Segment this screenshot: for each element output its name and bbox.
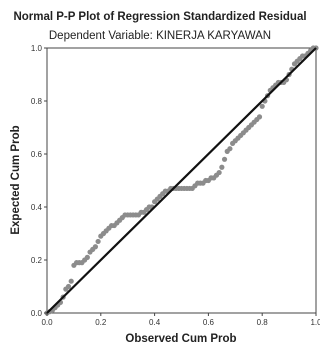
plot-frame [46, 47, 317, 314]
data-point [219, 164, 225, 170]
chart-subtitle: Dependent Variable: KINERJA KARYAWAN [48, 30, 272, 42]
data-point [259, 103, 265, 109]
data-point [256, 114, 263, 120]
data-point [227, 146, 233, 152]
data-point [216, 169, 222, 176]
data-point [84, 254, 90, 260]
ticks-layer: 0.0 0.2 0.4 0.6 0.8 1.0 0.0 0.2 0.4 0.6 0.8 1.0 [31, 44, 320, 327]
data-point [92, 244, 99, 250]
y-tick-label: 0.6 [31, 150, 43, 159]
y-tick-label: 0.4 [31, 203, 43, 212]
data-point [65, 283, 72, 290]
y-tick-label: 0.8 [31, 97, 43, 106]
data-point [68, 278, 74, 284]
points-layer [44, 45, 319, 316]
x-tick-label: 0.2 [95, 318, 107, 327]
data-point [95, 238, 101, 245]
x-axis-label: Observed Cum Prob [125, 333, 236, 345]
y-tick-label: 1.0 [31, 44, 43, 53]
y-axis-label: Expected Cum Prob [10, 125, 22, 234]
x-tick-label: 0.4 [149, 318, 161, 327]
data-point [221, 156, 228, 162]
x-tick-label: 1.0 [310, 318, 320, 327]
x-tick-label: 0.8 [257, 318, 269, 327]
y-tick-label: 0.0 [31, 309, 43, 318]
x-tick-label: 0.6 [203, 318, 215, 327]
chart-title: Normal P-P Plot of Regression Standardiz… [13, 11, 307, 23]
x-tick-label: 0.0 [41, 318, 53, 327]
reference-line [46, 47, 317, 314]
y-tick-label: 0.2 [31, 256, 43, 265]
